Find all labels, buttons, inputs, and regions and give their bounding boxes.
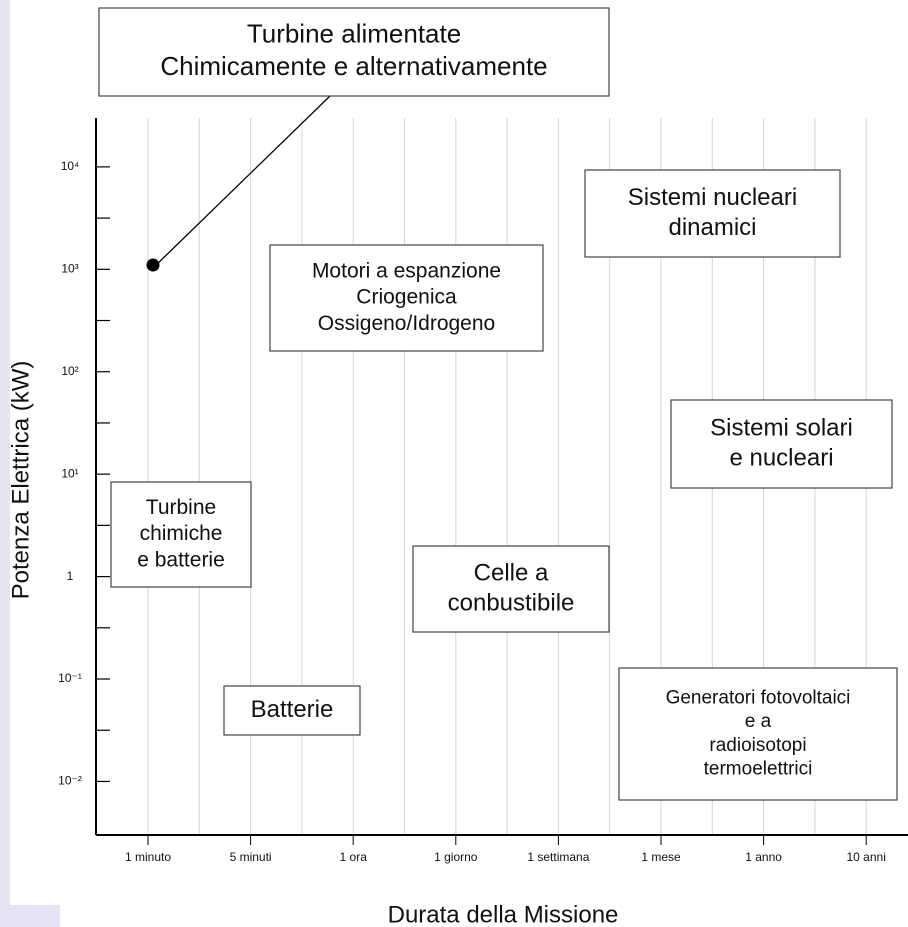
corner-strip	[0, 905, 60, 927]
annotation: Generatori fotovoltaici e a radioisotopi te…	[618, 667, 898, 801]
annotation-box	[223, 685, 361, 736]
annotation-box	[584, 169, 841, 258]
annotation-text: Motori a espanzione	[312, 259, 501, 282]
x-tick-label: 10 anni	[847, 850, 886, 864]
annotation-box	[110, 481, 252, 588]
annotation-box	[618, 667, 898, 801]
x-tick-label: 1 minuto	[125, 850, 171, 864]
x-axis-label: Durata della Missione	[388, 901, 619, 927]
annotation-box	[670, 399, 893, 489]
annotation-text: Sistemi nucleari	[628, 184, 797, 211]
x-tick-label: 5 minuti	[230, 850, 272, 864]
annotation-text: Chimicamente e alternativamente	[160, 51, 547, 81]
x-tick-label: 1 anno	[745, 850, 782, 864]
annotation-text: dinamici	[668, 214, 756, 241]
left-strip	[0, 0, 10, 927]
y-axis-label: Potenza Elettrica (kW)	[7, 361, 34, 600]
annotation-box	[412, 545, 610, 633]
y-tick-label: 10²	[61, 364, 78, 378]
y-tick-label: 10¹	[61, 466, 78, 480]
annotation: Sistemi solari e nucleari	[670, 399, 893, 489]
annotation-text: radioisotopi	[709, 735, 806, 756]
y-tick-label: 10⁻²	[58, 774, 82, 788]
annotation: Celle a conbustibile	[412, 545, 610, 633]
annotation-text: conbustibile	[448, 589, 575, 616]
x-tick-label: 1 mese	[641, 850, 681, 864]
annotation-text: e batterie	[137, 548, 225, 571]
annotation-box	[269, 244, 544, 352]
annotation-text: e nucleari	[729, 444, 833, 471]
x-tick-label: 1 settimana	[527, 850, 589, 864]
leader-line	[152, 95, 331, 269]
annotation-text: Celle a	[474, 559, 549, 586]
annotation-text: Generatori fotovoltaici	[666, 687, 851, 708]
y-tick-label: 10⁻¹	[58, 671, 82, 685]
annotation: Motori a espanzione Criogenica Ossigeno/Id…	[269, 244, 544, 352]
annotation-text: Batterie	[251, 696, 334, 723]
annotation: Sistemi nucleari dinamici	[584, 169, 841, 258]
annotation-text: Turbine	[146, 496, 216, 519]
point	[146, 258, 160, 272]
annotation-text: Sistemi solari	[710, 414, 853, 441]
y-tick-label: 10⁴	[61, 159, 80, 173]
annotation-text: e a	[745, 711, 772, 732]
y-tick-label: 1	[67, 569, 74, 583]
x-tick-label: 1 ora	[340, 850, 368, 864]
annotation-text: termoelettrici	[704, 759, 813, 780]
x-tick-label: 1 giorno	[434, 850, 478, 864]
annotation-text: Criogenica	[356, 286, 457, 309]
y-tick-label: 10³	[61, 261, 78, 275]
annotation-text: Ossigeno/Idrogeno	[318, 312, 495, 335]
annotation: Batterie	[223, 685, 361, 736]
annotation-text: Turbine alimentate	[247, 19, 461, 49]
annotation-text: chimiche	[140, 522, 223, 545]
annotation: Turbine chimiche e batterie	[110, 481, 252, 588]
annotation-box	[98, 7, 610, 97]
